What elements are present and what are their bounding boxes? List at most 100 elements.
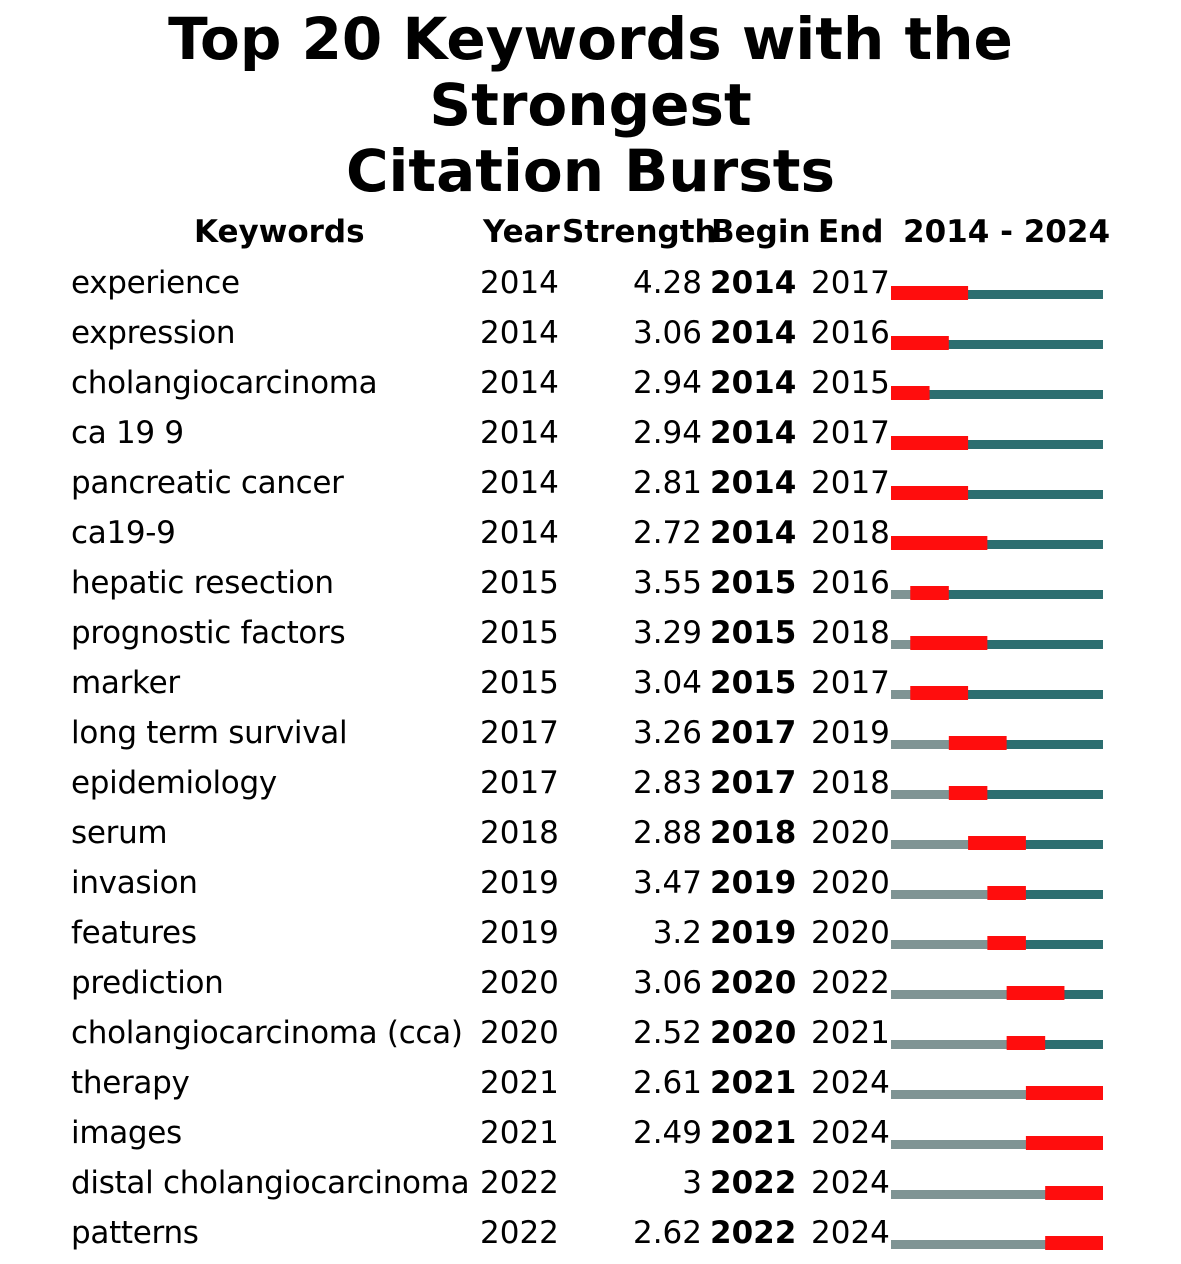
burst-timeline (891, 836, 1103, 850)
begin-cell: 2021 (710, 1065, 797, 1101)
burst-timeline (891, 1236, 1103, 1250)
year-cell: 2014 (480, 415, 559, 451)
table-row: ca 19 9 2014 2.94 2014 2017 (0, 412, 1181, 462)
year-cell: 2019 (480, 865, 559, 901)
keyword-cell: pancreatic cancer (71, 465, 344, 501)
strength-cell: 2.72 (632, 515, 702, 551)
year-cell: 2015 (480, 665, 559, 701)
burst-bar (987, 936, 1026, 950)
strength-cell: 2.94 (632, 365, 702, 401)
strength-cell: 3.06 (632, 965, 702, 1001)
active-period-bar (891, 390, 1103, 399)
begin-cell: 2020 (710, 965, 797, 1001)
end-cell: 2024 (811, 1065, 890, 1101)
active-period-bar (891, 290, 1103, 299)
burst-bar (1045, 1186, 1103, 1200)
end-cell: 2020 (811, 815, 890, 851)
burst-timeline (891, 336, 1103, 350)
inactive-period-bar (891, 1090, 1026, 1099)
year-cell: 2017 (480, 715, 559, 751)
begin-cell: 2018 (710, 815, 797, 851)
active-period-bar (1006, 1040, 1103, 1049)
keyword-cell: epidemiology (71, 765, 277, 801)
year-cell: 2014 (480, 465, 559, 501)
burst-timeline (891, 486, 1103, 500)
burst-timeline (891, 286, 1103, 300)
strength-cell: 2.52 (632, 1015, 702, 1051)
year-cell: 2014 (480, 315, 559, 351)
year-cell: 2022 (480, 1215, 559, 1251)
end-cell: 2024 (811, 1115, 890, 1151)
end-cell: 2019 (811, 715, 890, 751)
begin-cell: 2022 (710, 1215, 797, 1251)
inactive-period-bar (891, 790, 949, 799)
year-cell: 2021 (480, 1115, 559, 1151)
inactive-period-bar (891, 1240, 1046, 1249)
year-cell: 2019 (480, 915, 559, 951)
active-period-bar (891, 440, 1103, 449)
header-begin: Begin (711, 214, 811, 250)
begin-cell: 2019 (710, 865, 797, 901)
strength-cell: 2.62 (632, 1215, 702, 1251)
keyword-cell: cholangiocarcinoma (71, 365, 378, 401)
table-row: distal cholangiocarcinoma 2022 3 2022 2024 (0, 1162, 1181, 1212)
begin-cell: 2017 (710, 765, 797, 801)
active-period-bar (910, 640, 1103, 649)
end-cell: 2018 (811, 515, 890, 551)
burst-bar (910, 686, 969, 700)
year-cell: 2018 (480, 815, 559, 851)
table-row: ca19-9 2014 2.72 2014 2018 (0, 512, 1181, 562)
inactive-period-bar (891, 940, 988, 949)
end-cell: 2024 (811, 1165, 890, 1201)
table-row: patterns 2022 2.62 2022 2024 (0, 1212, 1181, 1262)
keyword-cell: expression (71, 315, 236, 351)
end-cell: 2022 (811, 965, 890, 1001)
burst-bar (891, 286, 969, 300)
year-cell: 2014 (480, 515, 559, 551)
begin-cell: 2014 (710, 265, 797, 301)
strength-cell: 2.81 (632, 465, 702, 501)
end-cell: 2017 (811, 265, 890, 301)
keyword-cell: prognostic factors (71, 615, 346, 651)
year-cell: 2014 (480, 265, 559, 301)
begin-cell: 2014 (710, 415, 797, 451)
active-period-bar (948, 740, 1103, 749)
end-cell: 2017 (811, 665, 890, 701)
table-row: hepatic resection 2015 3.55 2015 2016 (0, 562, 1181, 612)
header-range: 2014 - 2024 (903, 214, 1111, 250)
burst-timeline (891, 636, 1103, 650)
table-row: invasion 2019 3.47 2019 2020 (0, 862, 1181, 912)
burst-timeline (891, 1086, 1103, 1100)
end-cell: 2018 (811, 615, 890, 651)
year-cell: 2015 (480, 615, 559, 651)
table-row: features 2019 3.2 2019 2020 (0, 912, 1181, 962)
year-cell: 2015 (480, 565, 559, 601)
end-cell: 2020 (811, 915, 890, 951)
burst-timeline (891, 386, 1103, 400)
burst-bar (987, 886, 1026, 900)
table-row: serum 2018 2.88 2018 2020 (0, 812, 1181, 862)
table-row: marker 2015 3.04 2015 2017 (0, 662, 1181, 712)
keyword-cell: images (71, 1115, 182, 1151)
burst-bar (1025, 1086, 1103, 1100)
burst-bar (891, 436, 969, 450)
strength-cell: 2.83 (632, 765, 702, 801)
begin-cell: 2015 (710, 665, 797, 701)
burst-timeline (891, 436, 1103, 450)
begin-cell: 2014 (710, 465, 797, 501)
burst-timeline (891, 1136, 1103, 1150)
end-cell: 2015 (811, 365, 890, 401)
header-year: Year (483, 214, 560, 250)
begin-cell: 2022 (710, 1165, 797, 1201)
year-cell: 2021 (480, 1065, 559, 1101)
begin-cell: 2015 (710, 565, 797, 601)
burst-timeline (891, 1186, 1103, 1200)
header-end: End (818, 214, 884, 250)
strength-cell: 3.26 (632, 715, 702, 751)
keyword-cell: experience (71, 265, 240, 301)
table-row: experience 2014 4.28 2014 2017 (0, 262, 1181, 312)
burst-bar (910, 636, 988, 650)
keyword-cell: marker (71, 665, 180, 701)
burst-bar (948, 736, 1007, 750)
keyword-cell: cholangiocarcinoma (cca) (71, 1015, 463, 1051)
